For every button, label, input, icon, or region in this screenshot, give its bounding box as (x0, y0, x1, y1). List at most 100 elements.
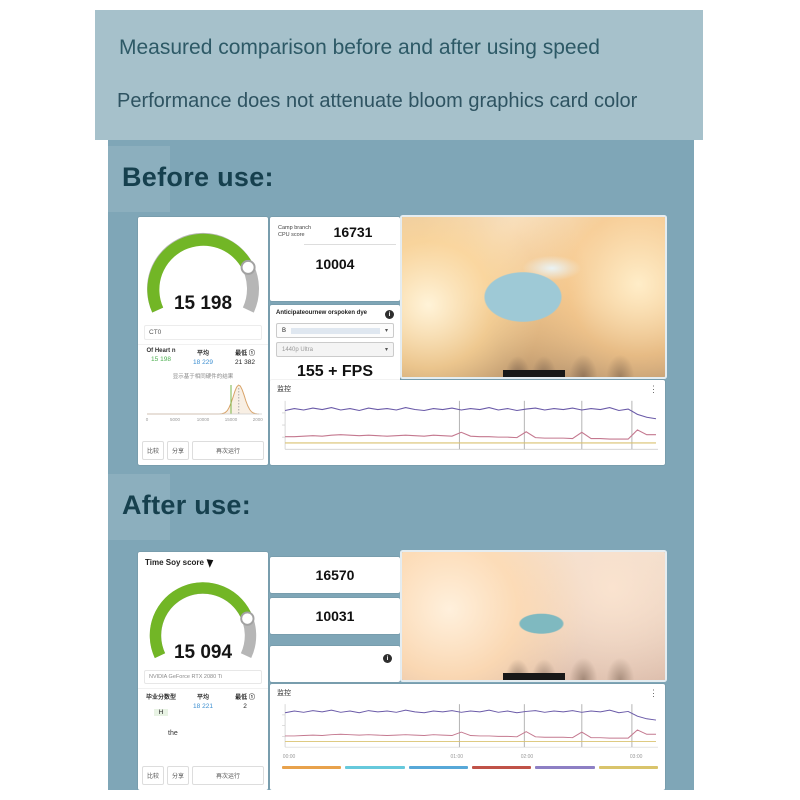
banner-line2: Performance does not attenuate bloom gra… (117, 90, 638, 112)
before-game-screenshot (402, 217, 665, 377)
fps-estimate: 155 + FPS (296, 363, 374, 380)
legend-color-segment (598, 766, 658, 769)
monitor-header: 监控 ⋮ (270, 684, 665, 699)
before-stats-row: Of Heart n 15 198 平均 18 229 最低 ① 21 382 (138, 344, 268, 369)
stat-item: 平均 18 229 (182, 348, 224, 366)
before-heading-glow (108, 146, 170, 212)
svg-text:5000: 5000 (170, 417, 181, 422)
before-benchmark-card: 15 198 CT0 Of Heart n 15 198 平均 18 229 最… (138, 217, 268, 465)
kebab-menu-icon[interactable]: ⋮ (649, 384, 658, 394)
secondary-score-value: 10004 (315, 256, 355, 272)
monitor-x-axis: 00:00 01:00 02:00 03:00 (275, 754, 665, 762)
dropdown-highlight (291, 327, 380, 334)
cpu-score-value: 16731 (333, 224, 373, 240)
monitor-header: 监控 ⋮ (270, 380, 665, 395)
monitor-line-chart (282, 704, 658, 748)
share-button[interactable]: 分享 (167, 441, 190, 460)
after-cpu-score-card: 16570 (270, 557, 400, 593)
resolution-dropdown[interactable]: 1440p Ultra ▾ (276, 342, 394, 357)
gauge-arc (147, 233, 259, 313)
after-score-value: 15 094 (173, 642, 233, 663)
legend-color-segment (282, 766, 342, 769)
legend-color-segment (471, 766, 532, 769)
after-benchmark-card: Time Soy score 15 094 NVIDIA GeForce RTX… (138, 552, 268, 790)
after-bench-title-row: Time Soy score (138, 552, 268, 568)
stat-item: 最低 ① 21 382 (224, 348, 266, 366)
settings-title-row: Anticipateournew orspoken dye i (276, 310, 394, 319)
svg-text:15000: 15000 (225, 417, 238, 422)
before-benchmark-composite: 15 198 CT0 Of Heart n 15 198 平均 18 229 最… (138, 215, 665, 465)
stat-value: 18 229 (193, 359, 213, 366)
banner: Measured comparison before and after usi… (95, 10, 703, 140)
compare-button[interactable]: 比较 (142, 766, 165, 785)
after-section-heading: After use: (122, 490, 252, 520)
before-device-field[interactable]: CT0 (144, 325, 262, 340)
stat-item: 平均 18 221 (182, 692, 224, 719)
after-settings-card: i (270, 646, 400, 682)
x-tick: 02:00 (520, 754, 534, 760)
compare-button[interactable]: 比较 (142, 441, 165, 460)
stat-label: 最低 ① (235, 695, 255, 701)
monitor-title: 监控 (277, 386, 291, 393)
stat-item: 最低 ① 2 (224, 692, 266, 719)
run-again-button[interactable]: 再次运行 (192, 441, 264, 460)
kebab-menu-icon[interactable]: ⋮ (649, 688, 658, 698)
gauge-arc (149, 582, 257, 659)
x-tick: 03:00 (629, 754, 643, 760)
before-monitor-card: 监控 ⋮ (270, 380, 665, 465)
gpu-name-field[interactable]: NVIDIA GeForce RTX 2080 Ti (144, 670, 262, 684)
resolution-dropdown-value: 1440p Ultra (282, 346, 314, 353)
x-tick: 00:00 (282, 754, 296, 760)
preset-dropdown[interactable]: B ▾ (276, 323, 394, 338)
after-game-screenshot (402, 552, 665, 680)
chevron-down-icon: ▾ (384, 328, 388, 334)
svg-text:10000: 10000 (197, 417, 210, 422)
stat-value: H (153, 709, 169, 716)
after-stats-row: 毕业分数型 H 平均 18 221 最低 ① 2 (138, 688, 268, 722)
legend-color-segment (345, 766, 405, 769)
stat-value: 15 198 (151, 356, 171, 363)
banner-line1: Measured comparison before and after usi… (119, 36, 600, 59)
stat-value: 18 221 (193, 703, 213, 710)
stat-label: Of Heart n (146, 348, 176, 354)
note-text: the (168, 730, 178, 737)
chevron-down-icon: ▾ (384, 347, 388, 353)
after-secondary-score-card: 10031 (270, 598, 400, 634)
preset-dropdown-value: B (282, 327, 287, 334)
after-monitor-card: 监控 ⋮ 00:00 01:00 02:00 03:00 (270, 684, 665, 790)
legend-color-segment (408, 766, 468, 769)
histogram-title: 显示基于相同硬件的结果 (172, 374, 234, 380)
before-score-gauge: 15 198 (138, 221, 268, 321)
info-icon[interactable]: i (383, 654, 392, 663)
share-button[interactable]: 分享 (167, 766, 190, 785)
after-button-row: 比较 分享 再次运行 (138, 763, 268, 788)
before-section-heading: Before use: (122, 162, 274, 192)
before-score-value: 15 198 (173, 293, 233, 314)
stat-item: 毕业分数型 H (140, 692, 182, 719)
legend-color-segment (535, 766, 595, 769)
run-again-button[interactable]: 再次运行 (192, 766, 264, 785)
cpu-score-label: Camp branch CPU score (278, 225, 312, 238)
stat-label: 毕业分数型 (145, 695, 176, 701)
stat-value: 2 (243, 703, 247, 710)
monitor-title: 监控 (277, 690, 291, 697)
settings-title: Anticipateournew orspoken dye (276, 310, 368, 316)
before-button-row: 比较 分享 再次运行 (138, 438, 268, 463)
score-distribution-chart: 0 5000 10000 15000 20000 (146, 384, 263, 422)
svg-text:20000: 20000 (253, 417, 263, 422)
cpu-score-card: Camp branch CPU score 16731 10004 (270, 217, 400, 301)
benchmark-settings-card: Anticipateournew orspoken dye i B ▾ 1440… (270, 305, 400, 393)
stat-value: 21 382 (235, 359, 255, 366)
mouse-cursor-icon (206, 557, 216, 568)
svg-text:0: 0 (146, 417, 149, 422)
x-tick: 01:00 (450, 754, 464, 760)
info-icon[interactable]: i (385, 310, 394, 319)
stat-item: Of Heart n 15 198 (140, 348, 182, 366)
monitor-legend-strip (282, 766, 658, 769)
comparison-panel: Before use: After use: 15 198 CT0 Of Hea… (108, 140, 694, 790)
divider (304, 244, 396, 245)
stat-label: 平均 (196, 351, 209, 357)
monitor-line-chart (282, 400, 658, 450)
stat-label: 平均 (196, 695, 209, 701)
